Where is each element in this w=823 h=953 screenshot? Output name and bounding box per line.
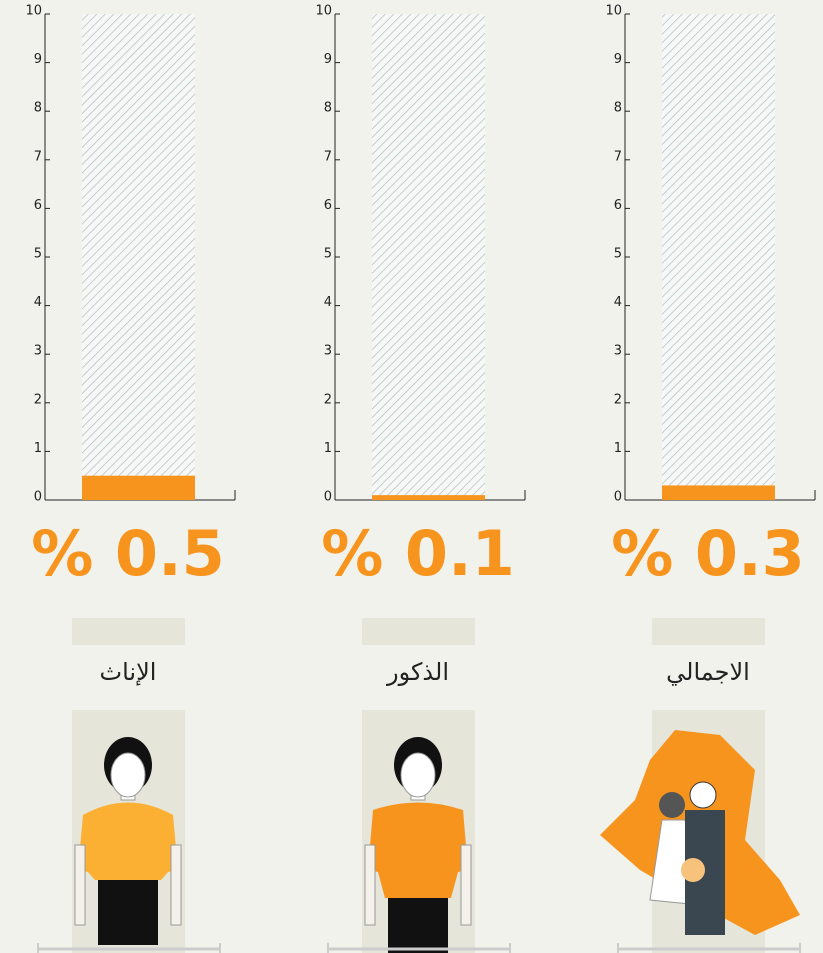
face — [400, 752, 436, 798]
groom-head — [689, 781, 717, 809]
bar — [372, 495, 485, 500]
y-tick-label: 1 — [34, 441, 42, 456]
arm — [460, 844, 472, 926]
y-tick-label: 1 — [614, 441, 622, 456]
bar-background — [372, 14, 485, 500]
arm — [364, 844, 376, 926]
torso — [368, 802, 468, 898]
category-label: الذكور — [386, 658, 449, 686]
label-band — [652, 645, 765, 710]
y-tick-label: 4 — [614, 295, 622, 310]
y-tick-label: 5 — [324, 247, 332, 262]
y-tick-label: 0 — [614, 490, 622, 505]
y-tick-label: 0 — [324, 490, 332, 505]
bride-head — [659, 792, 685, 818]
label-band — [362, 645, 475, 710]
bar — [82, 475, 195, 500]
category-label: الإناث — [100, 658, 157, 686]
y-tick-label: 6 — [34, 198, 42, 213]
y-tick-label: 3 — [324, 344, 332, 359]
y-tick-label: 2 — [34, 392, 42, 407]
y-tick-label: 5 — [34, 247, 42, 262]
y-tick-label: 1 — [324, 441, 332, 456]
illustration — [364, 737, 472, 953]
value-label: % 0.5 — [31, 517, 225, 590]
arm — [170, 844, 182, 926]
y-tick-label: 9 — [324, 52, 332, 67]
category-label: الاجمالي — [666, 658, 750, 686]
torso — [78, 802, 178, 880]
y-tick-label: 9 — [614, 52, 622, 67]
y-tick-label: 7 — [34, 149, 42, 164]
illustration — [600, 730, 800, 935]
y-tick-label: 6 — [614, 198, 622, 213]
y-tick-label: 0 — [34, 490, 42, 505]
legs — [388, 895, 448, 953]
y-tick-label: 3 — [34, 344, 42, 359]
y-tick-label: 8 — [34, 101, 42, 116]
y-tick-label: 3 — [614, 344, 622, 359]
y-tick-label: 7 — [324, 149, 332, 164]
y-tick-label: 6 — [324, 198, 332, 213]
value-label: % 0.3 — [611, 517, 805, 590]
y-tick-label: 2 — [614, 392, 622, 407]
y-tick-label: 10 — [315, 4, 332, 19]
y-tick-label: 10 — [25, 4, 42, 19]
y-tick-label: 8 — [614, 101, 622, 116]
y-tick-label: 2 — [324, 392, 332, 407]
bar — [662, 485, 775, 500]
y-tick-label: 9 — [34, 52, 42, 67]
illustration — [74, 737, 182, 945]
y-tick-label: 4 — [324, 295, 332, 310]
value-label: % 0.1 — [321, 517, 515, 590]
y-tick-label: 5 — [614, 247, 622, 262]
arm — [74, 844, 86, 926]
bar-background — [82, 14, 195, 500]
label-band — [72, 645, 185, 710]
y-tick-label: 4 — [34, 295, 42, 310]
bouquet — [681, 858, 705, 882]
face — [110, 752, 146, 798]
y-tick-label: 8 — [324, 101, 332, 116]
y-tick-label: 7 — [614, 149, 622, 164]
y-tick-label: 10 — [605, 4, 622, 19]
legs — [98, 870, 158, 945]
bar-background — [662, 14, 775, 500]
